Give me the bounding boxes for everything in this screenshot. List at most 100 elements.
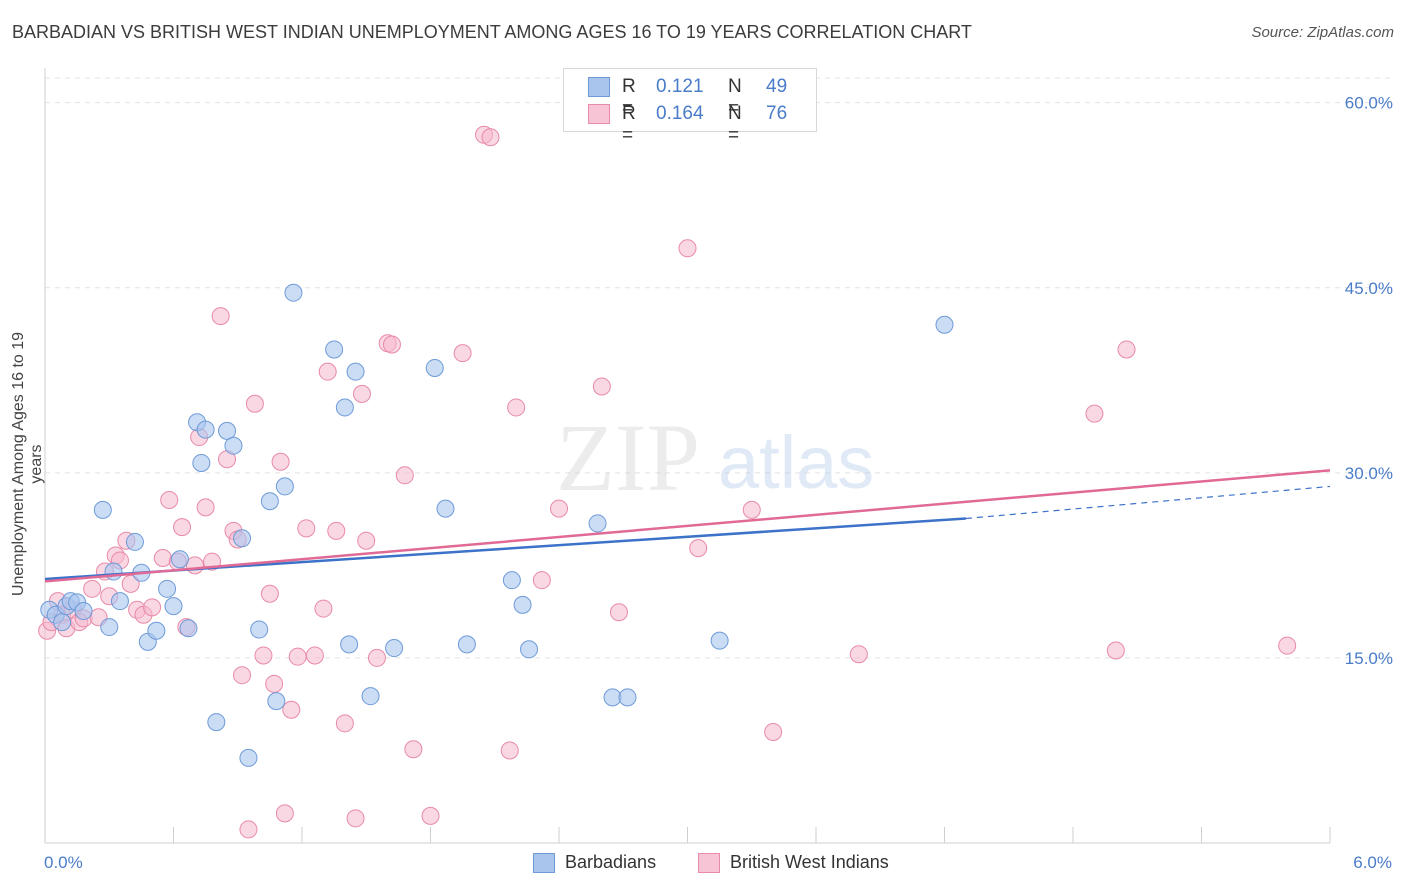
- data-point-british-west-indians: [609, 603, 628, 622]
- y-tick-label: 15.0%: [1345, 649, 1393, 668]
- data-point-barbadians: [179, 619, 198, 638]
- data-point-british-west-indians: [346, 809, 365, 828]
- data-point-british-west-indians: [314, 599, 333, 618]
- data-point-british-west-indians: [239, 820, 258, 839]
- data-point-british-west-indians: [742, 500, 761, 519]
- data-point-british-west-indians: [265, 674, 284, 693]
- data-point-british-west-indians: [500, 741, 519, 760]
- data-point-barbadians: [74, 602, 93, 621]
- data-point-barbadians: [196, 420, 215, 439]
- data-point-british-west-indians: [1106, 641, 1125, 660]
- chart-title: BARBADIAN VS BRITISH WEST INDIAN UNEMPLO…: [12, 22, 972, 42]
- data-point-british-west-indians: [185, 556, 204, 575]
- watermark-atlas: atlas: [718, 421, 874, 504]
- legend-label: Barbadians: [565, 852, 657, 872]
- data-point-barbadians: [935, 315, 954, 334]
- data-point-british-west-indians: [1085, 404, 1104, 423]
- data-point-british-west-indians: [153, 548, 172, 567]
- data-point-barbadians: [520, 640, 539, 659]
- data-point-british-west-indians: [196, 498, 215, 517]
- data-point-british-west-indians: [254, 646, 273, 665]
- data-point-barbadians: [158, 579, 177, 598]
- blue-swatch: [588, 77, 610, 97]
- data-point-barbadians: [361, 687, 380, 706]
- n-value: 76: [766, 103, 788, 124]
- y-tick-labels: 15.0% 30.0% 45.0% 60.0%: [1345, 94, 1393, 668]
- data-point-british-west-indians: [297, 519, 316, 538]
- data-point-british-west-indians: [395, 466, 414, 485]
- data-point-barbadians: [164, 597, 183, 616]
- data-point-barbadians: [425, 358, 444, 377]
- data-point-british-west-indians: [532, 571, 551, 590]
- source-label: Source: ZipAtlas.com: [1251, 24, 1394, 41]
- data-point-barbadians: [260, 492, 279, 511]
- data-point-barbadians: [275, 477, 294, 496]
- data-point-british-west-indians: [592, 377, 611, 396]
- data-point-british-west-indians: [550, 499, 568, 518]
- data-point-british-west-indians: [352, 384, 371, 403]
- data-point-british-west-indians: [481, 128, 500, 147]
- data-point-british-west-indians: [1117, 340, 1136, 359]
- data-point-british-west-indians: [282, 700, 301, 719]
- data-point-barbadians: [218, 421, 237, 440]
- watermark: ZIP atlas: [556, 404, 874, 511]
- blue-swatch: [533, 853, 555, 873]
- x-tick-min: 0.0%: [44, 853, 83, 872]
- x-tick-max: 6.0%: [1353, 853, 1392, 872]
- pink-swatch: [588, 104, 610, 124]
- grid-lines: [45, 77, 1392, 659]
- data-point-barbadians: [340, 635, 359, 654]
- data-point-barbadians: [147, 621, 166, 640]
- data-point-barbadians: [125, 532, 144, 551]
- data-point-barbadians: [325, 340, 344, 359]
- data-point-british-west-indians: [689, 539, 708, 558]
- n-value: 49: [766, 76, 788, 97]
- data-point-british-west-indians: [335, 714, 354, 733]
- data-point-british-west-indians: [404, 740, 423, 759]
- data-point-british-west-indians: [1278, 636, 1297, 655]
- trend-line-british-west-indians: [44, 469, 1331, 583]
- data-point-british-west-indians: [173, 518, 192, 537]
- data-point-barbadians: [346, 362, 365, 381]
- data-point-barbadians: [513, 595, 532, 614]
- data-point-barbadians: [618, 688, 637, 707]
- data-point-barbadians: [192, 453, 211, 472]
- n-label: N =: [728, 103, 742, 146]
- legend-label: British West Indians: [730, 852, 889, 872]
- data-point-barbadians: [335, 398, 354, 417]
- data-point-british-west-indians: [507, 398, 526, 417]
- data-point-british-west-indians: [143, 598, 162, 617]
- data-point-barbadians: [267, 692, 286, 711]
- data-point-barbadians: [53, 613, 72, 632]
- data-point-british-west-indians: [288, 647, 307, 666]
- data-point-barbadians: [457, 635, 476, 654]
- n-label: N =: [728, 76, 742, 119]
- data-point-barbadians: [239, 748, 258, 767]
- data-point-barbadians: [250, 620, 269, 639]
- y-tick-label: 30.0%: [1345, 464, 1393, 483]
- data-point-barbadians: [284, 283, 303, 302]
- data-point-british-west-indians: [211, 307, 230, 326]
- r-value: 0.121: [656, 76, 704, 97]
- data-point-barbadians: [710, 631, 729, 650]
- data-point-barbadians: [502, 571, 521, 590]
- data-point-british-west-indians: [160, 490, 179, 509]
- correlation-legend: R = 0.121 N = 49 R = 0.164 N = 76: [563, 68, 817, 146]
- trend-line-barbadians-extension: [965, 485, 1331, 520]
- data-point-barbadians: [233, 529, 252, 548]
- data-point-barbadians: [436, 499, 455, 518]
- data-point-british-west-indians: [453, 344, 472, 363]
- data-point-barbadians: [104, 562, 123, 581]
- r-label: R =: [622, 103, 636, 146]
- data-point-barbadians: [93, 500, 112, 519]
- data-point-barbadians: [588, 514, 607, 533]
- data-point-barbadians: [207, 713, 226, 732]
- data-point-barbadians: [110, 592, 129, 611]
- data-point-barbadians: [224, 436, 243, 455]
- data-point-british-west-indians: [327, 521, 346, 540]
- data-point-british-west-indians: [83, 579, 102, 598]
- data-point-british-west-indians: [260, 584, 279, 603]
- data-point-barbadians: [385, 639, 404, 658]
- data-point-british-west-indians: [382, 335, 401, 354]
